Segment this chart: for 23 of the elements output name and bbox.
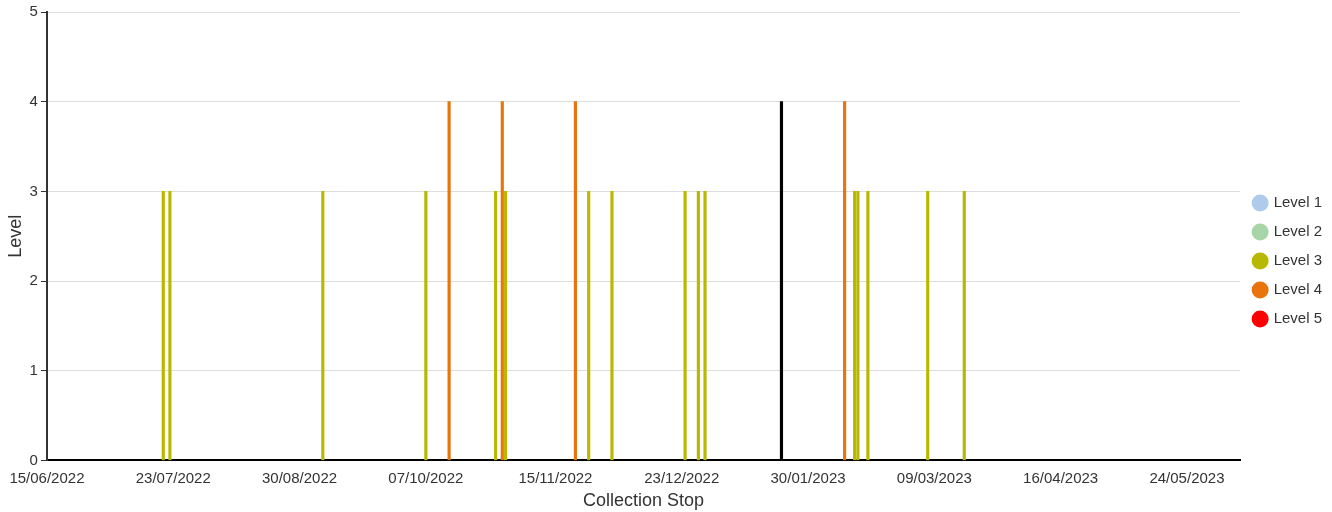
x-tick-label: 24/05/2023 (1149, 468, 1225, 486)
x-tick-label: 09/03/2023 (896, 468, 972, 486)
legend-label: Level 3 (1273, 251, 1323, 269)
x-tick-label: 23/12/2022 (644, 468, 720, 486)
legend-label: Level 4 (1273, 280, 1323, 298)
y-tick-label: 2 (29, 271, 38, 289)
x-tick-label: 23/07/2022 (135, 468, 211, 486)
y-tick-label: 5 (29, 2, 38, 20)
x-tick-label: 15/06/2022 (9, 468, 85, 486)
y-tick-label: 1 (29, 360, 38, 378)
y-tick-label: 3 (29, 181, 38, 199)
x-tick-label: 16/04/2023 (1023, 468, 1099, 486)
x-tick-label: 07/10/2022 (388, 468, 464, 486)
x-tick-label: 15/11/2022 (518, 468, 593, 486)
y-tick-label: 0 (29, 450, 38, 468)
x-tick-label: 30/08/2022 (262, 468, 338, 486)
x-tick-label: 30/01/2023 (770, 468, 846, 486)
legend-label: Level 1 (1273, 193, 1323, 211)
y-tick-label: 4 (29, 91, 38, 109)
legend-label: Level 2 (1273, 222, 1323, 240)
x-axis-title: Collection Stop (583, 490, 705, 511)
y-axis-title: Level (4, 214, 25, 258)
legend-label: Level 5 (1273, 309, 1323, 327)
